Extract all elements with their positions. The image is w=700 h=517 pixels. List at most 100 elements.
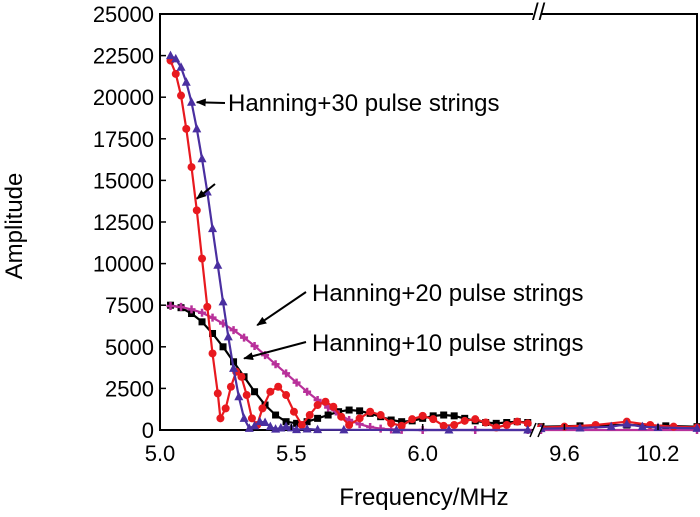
data-point [209,329,217,337]
data-point [197,153,207,163]
data-point [272,411,280,419]
data-point [408,415,417,424]
axis-break-gap-bottom [533,427,541,433]
data-point [229,326,238,335]
data-point [181,77,191,86]
data-point [187,163,196,172]
y-tick-label: 7500 [105,293,154,318]
data-point [439,421,448,430]
data-point [208,349,217,358]
data-point [692,423,700,432]
data-point [177,91,186,100]
data-point [440,411,448,419]
data-point [250,420,260,430]
data-point [247,414,256,423]
annotation-arrow [195,183,216,200]
data-point [242,391,251,400]
data-point [198,308,207,317]
data-point [313,424,323,434]
data-point [305,411,314,420]
data-point [450,412,458,420]
data-point [218,296,228,306]
y-tick-label: 5000 [105,335,154,360]
data-point [606,421,616,431]
data-point [208,313,217,322]
data-point [337,412,346,421]
data-point [513,417,522,426]
data-point [339,424,349,434]
data-point [289,407,298,416]
data-point [192,123,202,133]
data-point [171,53,181,63]
data-point [356,407,364,415]
data-point [223,331,233,341]
data-point [230,358,238,366]
data-point [281,421,291,431]
data-point [198,254,207,263]
data-point [622,419,632,428]
data-point [237,372,246,381]
annotation-hanning20: Hanning+20 pulse strings [312,280,584,307]
plot-area [159,13,698,431]
y-tick-label: 12500 [93,210,154,235]
data-point [398,418,406,426]
data-point [444,425,454,434]
axis-break-gap-top [533,11,541,17]
data-point [266,387,275,396]
x-tick-label: 5.0 [145,441,176,466]
axis-break-slash [537,422,545,438]
data-point [229,363,239,372]
data-point [292,424,302,434]
data-point [492,419,500,427]
data-point [166,50,176,60]
data-point [166,302,175,311]
data-point [523,425,533,434]
data-point [176,62,186,71]
x-tick-label: 9.6 [549,441,580,466]
data-point [313,401,322,410]
data-point [523,419,532,428]
axis-break-symbol: // [532,0,546,26]
data-point [187,97,197,106]
annotation-arrow [256,291,307,326]
data-point [314,414,322,422]
data-point [216,414,225,423]
data-point [481,418,490,427]
data-point [460,416,469,425]
annotation-hanning10: Hanning+10 pulse strings [312,330,584,357]
data-point [177,302,186,311]
x-tick-label: 6.0 [407,441,438,466]
data-point [234,391,244,401]
data-point [258,404,267,413]
data-point [355,414,364,423]
y-tick-label: 15000 [93,168,154,193]
data-point [366,407,375,416]
data-point [376,411,385,420]
data-point [429,415,438,424]
data-point [255,416,265,426]
y-tick-label: 17500 [93,127,154,152]
data-point [198,318,206,326]
data-point [271,360,280,369]
data-point [282,369,291,378]
data-point [188,310,196,318]
y-tick-label: 0 [142,418,154,443]
data-point [292,378,301,387]
data-point [471,415,480,424]
data-point [575,423,585,432]
y-tick-label: 2500 [105,376,154,401]
data-point [418,411,427,420]
data-point [213,389,222,398]
x-tick-label: 10.2 [637,441,680,466]
y-axis-title: Amplitude [1,173,28,280]
labels-layer: Frequency/MHz Amplitude Hanning+30 pulse… [1,0,584,511]
y-tick-label: 20000 [93,85,154,110]
data-point [376,424,385,433]
data-point [182,124,191,133]
annotation-arrow [195,98,226,107]
data-point [192,206,201,215]
data-point [251,388,259,396]
data-point [219,343,227,351]
data-point [345,421,354,430]
data-point [239,413,249,422]
